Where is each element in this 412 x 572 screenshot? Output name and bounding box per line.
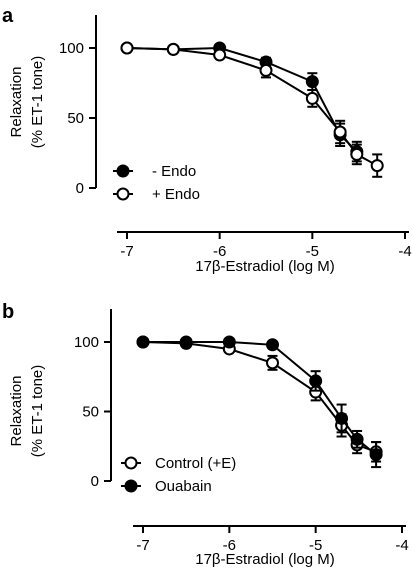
data-point-a-2 — [370, 159, 384, 173]
data-point-a-2 — [120, 41, 134, 55]
x-tick-label-b: -4 — [395, 537, 408, 554]
y-tick-label-b: 0 — [91, 473, 99, 490]
data-point-b-2 — [179, 335, 193, 349]
x-axis-title-b: 17β-Estradiol (log M) — [195, 551, 335, 568]
data-point-b-2 — [309, 374, 323, 388]
panel-a: a Relaxation (% ET-1 tone) 17β-Estradiol… — [2, 5, 412, 275]
data-point-a-2 — [166, 42, 180, 56]
x-tick-label-a: -5 — [306, 243, 319, 260]
data-point-b-2 — [369, 448, 383, 462]
data-point-b-1 — [266, 356, 279, 370]
series-a-2 — [120, 41, 384, 178]
data-point-b-2 — [335, 411, 349, 425]
legend-marker-a-2 — [116, 187, 130, 201]
data-point-b-2 — [222, 335, 236, 349]
y-axis-title-line1-b: Relaxation — [8, 376, 25, 447]
plot-marks-a — [120, 41, 384, 178]
x-tick-label-a: -7 — [120, 243, 133, 260]
y-axis-title-line2-b: (% ET-1 tone) — [29, 365, 46, 458]
data-point-a-2 — [213, 48, 227, 62]
y-tick-label-b: 100 — [74, 334, 99, 351]
x-tick-label-b: -5 — [309, 537, 322, 554]
data-point-a-1 — [305, 75, 319, 89]
panel-label-b: b — [2, 301, 14, 323]
series-line-a-1 — [126, 46, 358, 153]
y-tick-label-b: 50 — [82, 404, 99, 421]
x-tick-label-a: -4 — [398, 243, 411, 260]
legend-marker-a-1 — [116, 164, 130, 178]
data-point-b-2 — [266, 338, 279, 352]
legend-b: Control (+E) Ouabain — [121, 455, 236, 495]
x-tick-label-b: -6 — [223, 537, 236, 554]
y-tick-label-a: 100 — [59, 40, 84, 57]
plot-marks-b — [136, 335, 383, 469]
legend-marker-b-2 — [124, 479, 138, 493]
data-point-a-2 — [305, 91, 319, 105]
legend-a: - Endo + Endo — [113, 163, 200, 203]
legend-label-b-1: Control (+E) — [155, 455, 236, 472]
data-point-a-2 — [350, 147, 364, 161]
panel-label-a: a — [2, 5, 14, 27]
data-point-b-2 — [350, 432, 364, 446]
y-axis-title-line2-a: (% ET-1 tone) — [29, 56, 46, 149]
axes-a: 0 50 100 -7 -6 -5 -4 — [59, 15, 412, 260]
x-tick-label-a: -6 — [213, 243, 226, 260]
legend-label-a-1: - Endo — [152, 163, 196, 180]
series-a-1 — [120, 41, 364, 163]
data-point-a-2 — [333, 125, 347, 139]
y-tick-label-a: 0 — [76, 180, 84, 197]
data-point-a-2 — [259, 63, 273, 77]
data-point-b-2 — [136, 335, 150, 349]
legend-marker-b-1 — [124, 456, 138, 470]
legend-label-b-2: Ouabain — [155, 478, 212, 495]
x-axis-title-a: 17β-Estradiol (log M) — [195, 258, 335, 275]
axes-b: 0 50 100 -7 -6 -5 -4 — [74, 309, 409, 554]
series-line-a-2 — [126, 47, 378, 167]
series-b-1 — [136, 335, 383, 463]
y-tick-label-a: 50 — [67, 110, 84, 127]
x-tick-label-b: -7 — [136, 537, 149, 554]
legend-label-a-2: + Endo — [152, 186, 200, 203]
panel-b: b Relaxation (% ET-1 tone) 17β-Estradiol… — [2, 301, 409, 568]
series-b-2 — [136, 335, 383, 469]
y-axis-title-line1-a: Relaxation — [8, 67, 25, 138]
